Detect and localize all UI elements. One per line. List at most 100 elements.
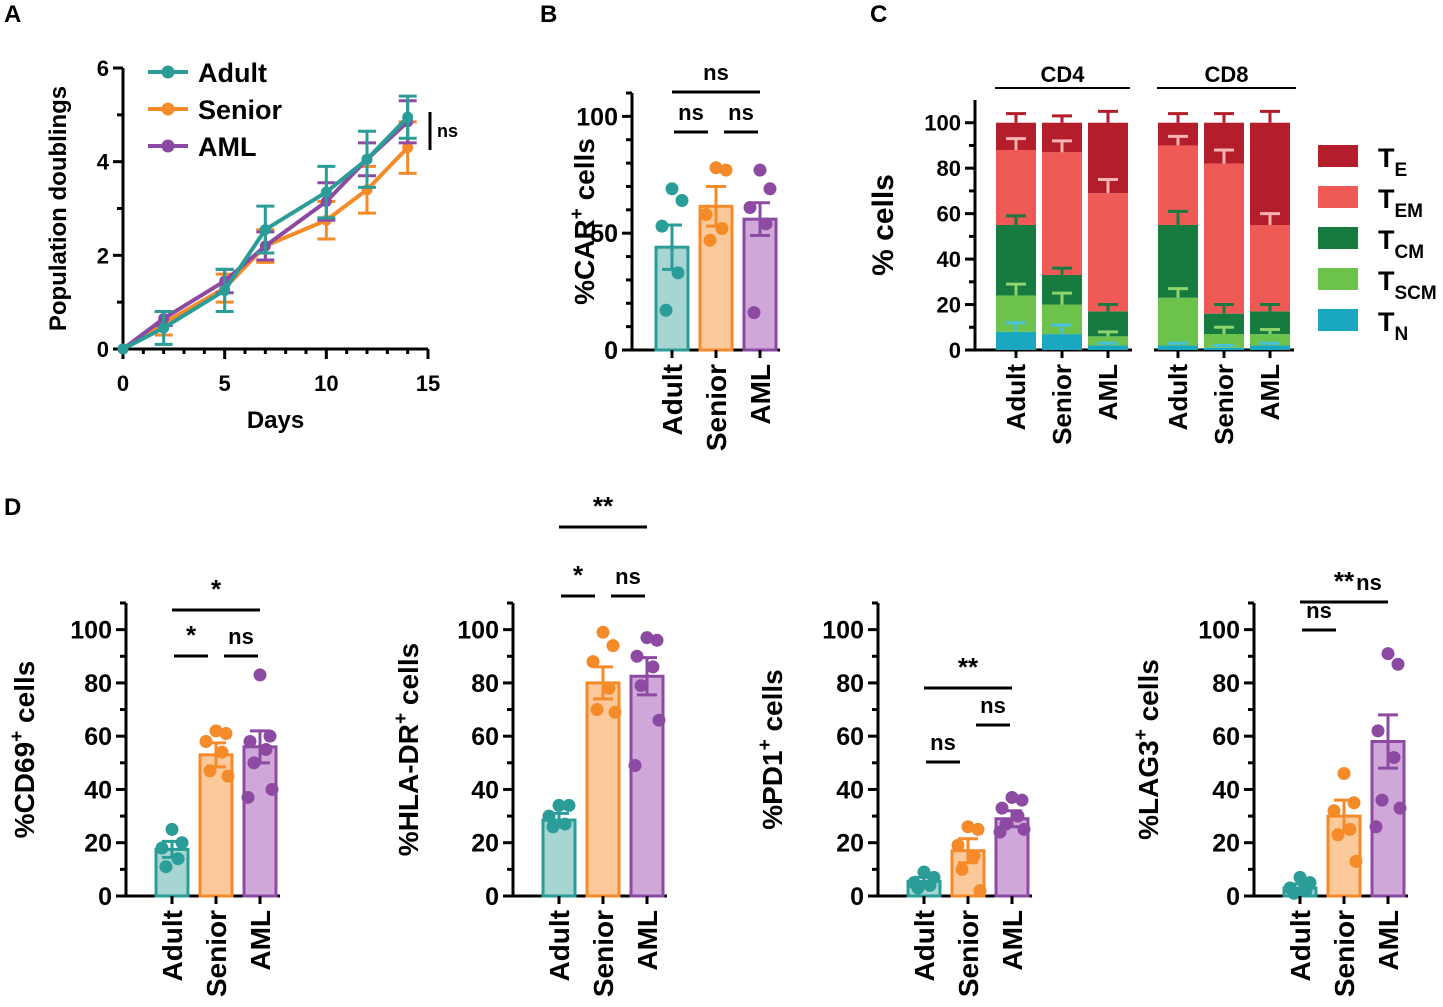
data-point (590, 703, 604, 717)
significance-label: ns (930, 730, 956, 755)
data-point (759, 217, 773, 231)
legend-label-tem: TEM (1378, 184, 1423, 222)
data-point (995, 801, 1009, 815)
significance-label: ns (228, 624, 254, 649)
y-axis-label-sup: + (755, 739, 776, 750)
data-point (675, 193, 689, 207)
data-point (263, 729, 277, 743)
x-tick-label: Adult (657, 364, 688, 436)
bar-aml (742, 217, 778, 352)
y-axis-label: Population doublings (45, 86, 72, 331)
y-tick-label: 20 (836, 830, 864, 858)
legend-label-sub: EM (1395, 201, 1424, 222)
data-point (699, 207, 713, 221)
data-point (1017, 822, 1031, 836)
x-tick-label: Senior (1329, 910, 1360, 997)
legend-label-main: T (1378, 307, 1395, 337)
x-tick-label: 5 (219, 371, 231, 396)
y-axis-label: %HLA-DR+ cells (391, 643, 424, 856)
legend-label-main: T (1378, 184, 1395, 214)
panel-d-lag3-chart: 0 20 40 60 80 100 %LAG3+ cells Adult Senior AML **… (1131, 566, 1408, 997)
data-point (719, 163, 733, 177)
legend-label-tn: TN (1378, 307, 1408, 345)
y-axis-label-sup: + (7, 731, 28, 742)
stack-segment-tn (1158, 345, 1198, 350)
data-point (546, 820, 560, 834)
y-axis-label: %CD69+ cells (7, 661, 40, 839)
stack-segment-tem (1204, 163, 1244, 314)
legend-swatch-tem (1318, 186, 1358, 208)
data-point (602, 681, 616, 695)
significance-label: ns (1306, 598, 1332, 623)
data-point (1349, 854, 1363, 868)
significance-label: ns (678, 100, 704, 125)
x-tick-label: AML (632, 910, 663, 971)
stack-segment-tscm (1158, 297, 1198, 346)
bar-adult (541, 818, 577, 898)
data-point (1331, 828, 1345, 842)
significance-label: ns (980, 693, 1006, 718)
y-tick-label: 100 (457, 617, 499, 645)
panel-d-hladr-chart: 0 20 40 60 80 100 %HLA-DR+ cells Adult Senior AML… (391, 491, 667, 997)
panel-c-stacked-bar-chart: 0 20 40 60 80 100 % cells CD4 CD8 Adult Senior AML A… (867, 62, 1437, 445)
stack-segment-tem (1250, 225, 1290, 312)
data-point (542, 809, 556, 823)
legend-label-tscm: TSCM (1378, 266, 1437, 304)
data-point (1375, 793, 1389, 807)
stack-segment-tem (1088, 193, 1128, 312)
x-tick-label: Adult (1001, 364, 1031, 431)
data-point (646, 660, 660, 674)
group-label: CD8 (1204, 62, 1248, 87)
y-tick-label: 40 (937, 247, 961, 272)
data-point (1393, 801, 1407, 815)
stack-segment-tem (996, 150, 1036, 225)
data-point (671, 266, 685, 280)
y-tick-label: 80 (471, 670, 499, 698)
legend-swatch-tn (1318, 309, 1358, 331)
data-point (552, 798, 566, 812)
x-tick-label: Senior (1209, 364, 1239, 445)
data-point (243, 735, 257, 749)
legend-label: AML (198, 132, 256, 162)
stack-segment-tscm (1088, 336, 1128, 346)
y-axis-label-main: %CAR (569, 219, 600, 305)
data-point (155, 841, 169, 855)
y-tick-label: 2 (97, 243, 109, 268)
legend-label: Adult (198, 58, 267, 88)
data-point (1287, 886, 1301, 900)
data-point (709, 161, 723, 175)
y-axis-label: % cells (867, 174, 900, 276)
stack-segment-tn (1204, 347, 1244, 350)
y-axis-label-main: %HLA-DR (393, 724, 424, 856)
data-point (165, 822, 179, 836)
y-axis-label-main: %PD1 (757, 750, 788, 829)
x-tick-label: AML (1373, 910, 1404, 971)
x-tick-label: AML (1255, 364, 1285, 420)
legend-label-sub: CM (1395, 242, 1425, 263)
y-tick-label: 60 (1212, 723, 1240, 751)
y-tick-label: 20 (471, 830, 499, 858)
data-point (158, 322, 170, 334)
x-tick-label: AML (745, 364, 776, 425)
stack-segment-tcm (1204, 313, 1244, 335)
data-point (1299, 884, 1313, 898)
significance-label: ** (1334, 566, 1355, 596)
legend-label-tcm: TCM (1378, 225, 1424, 263)
significance-label: ns (437, 121, 458, 141)
x-tick-label: AML (1093, 364, 1123, 420)
legend-marker (161, 102, 175, 116)
y-tick-label: 100 (1198, 617, 1240, 645)
x-tick-label: Senior (201, 910, 232, 997)
data-point (361, 153, 373, 165)
data-point (402, 142, 414, 154)
data-point (1391, 657, 1405, 671)
data-point (971, 822, 985, 836)
y-tick-label: 60 (471, 723, 499, 751)
data-point (665, 182, 679, 196)
x-tick-label: Senior (1047, 364, 1077, 445)
y-tick-label: 100 (924, 111, 961, 136)
stack-segment-tn (996, 331, 1036, 350)
data-point (562, 798, 576, 812)
y-axis-label-sup: + (567, 208, 588, 219)
data-point (1337, 766, 1351, 780)
